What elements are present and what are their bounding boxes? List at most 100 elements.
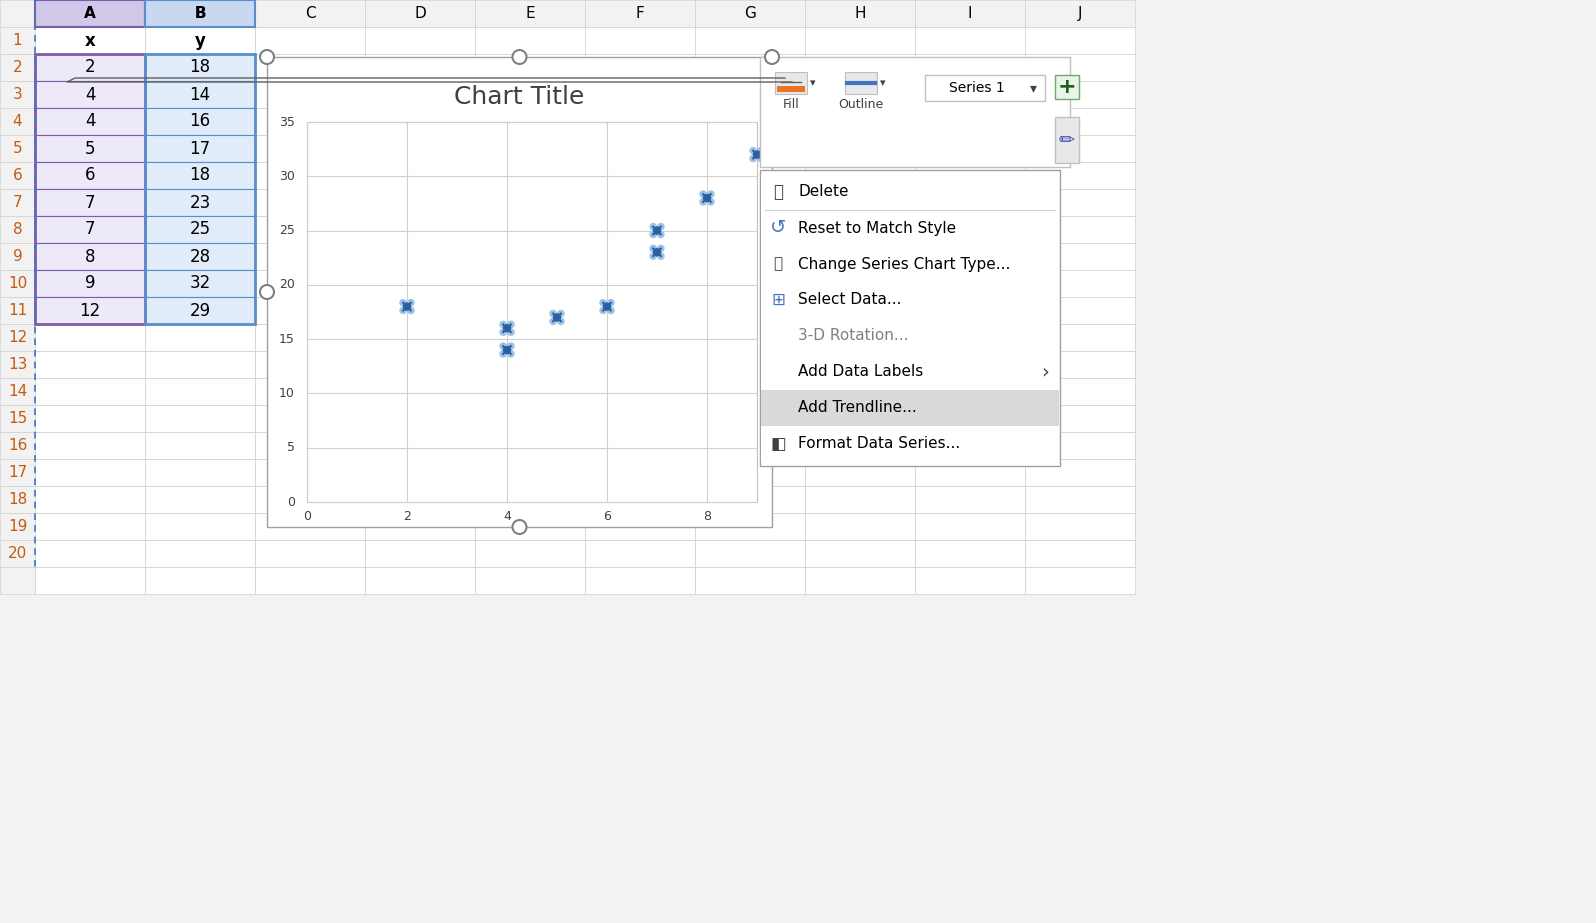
Bar (586, 378, 694, 405)
Bar (804, 0, 915, 27)
Bar (761, 246, 1060, 282)
Bar (915, 432, 1025, 459)
Bar (0, 405, 35, 432)
Bar (915, 378, 1025, 405)
Bar (145, 324, 255, 351)
Bar (35, 162, 145, 189)
Bar (777, 86, 804, 92)
Circle shape (407, 307, 413, 314)
Bar (804, 351, 915, 378)
Bar (915, 540, 1025, 567)
Bar (804, 378, 915, 405)
Text: 28: 28 (190, 247, 211, 266)
Text: 5: 5 (287, 441, 295, 454)
Bar (365, 54, 476, 81)
Bar (915, 459, 1025, 486)
Bar (586, 324, 694, 351)
Bar (476, 486, 586, 513)
Bar (255, 378, 365, 405)
Text: 20: 20 (279, 279, 295, 292)
Circle shape (557, 318, 563, 324)
Bar (761, 318, 1060, 354)
Bar (35, 486, 145, 513)
Circle shape (401, 307, 407, 314)
Text: 15: 15 (279, 332, 295, 345)
Bar (35, 324, 145, 351)
Bar (35, 297, 145, 324)
Text: 0: 0 (303, 510, 311, 523)
Bar (915, 567, 1025, 594)
Text: Delete: Delete (798, 185, 849, 199)
Bar (145, 459, 255, 486)
Circle shape (750, 148, 757, 154)
Bar (365, 324, 476, 351)
Bar (915, 270, 1025, 297)
Bar (35, 27, 145, 54)
Bar (1025, 405, 1135, 432)
Bar (365, 216, 476, 243)
Bar (586, 27, 694, 54)
Circle shape (900, 188, 907, 194)
Bar (35, 108, 145, 135)
Bar (35, 108, 145, 135)
Bar (804, 513, 915, 540)
Bar (804, 432, 915, 459)
Bar (1025, 216, 1135, 243)
Bar (586, 540, 694, 567)
Bar (760, 170, 1060, 466)
Bar (255, 540, 365, 567)
Bar (694, 324, 804, 351)
Bar (35, 540, 145, 567)
Circle shape (701, 191, 707, 198)
Text: 6: 6 (85, 166, 96, 185)
Bar (694, 459, 804, 486)
Bar (145, 432, 255, 459)
Bar (1025, 81, 1135, 108)
Bar (476, 27, 586, 54)
Bar (915, 405, 1025, 432)
Bar (145, 81, 255, 108)
Bar (694, 486, 804, 513)
Text: 7: 7 (85, 221, 96, 238)
Bar (926, 75, 1045, 101)
Text: 4: 4 (85, 113, 96, 130)
Bar (1025, 351, 1135, 378)
Bar (586, 351, 694, 378)
Circle shape (508, 321, 514, 328)
Bar (35, 567, 145, 594)
Text: 3: 3 (13, 87, 22, 102)
Bar (1025, 27, 1135, 54)
Circle shape (653, 227, 661, 234)
Circle shape (658, 223, 664, 230)
Bar (255, 108, 365, 135)
Circle shape (908, 180, 915, 186)
Bar (35, 459, 145, 486)
Bar (586, 297, 694, 324)
Text: 11: 11 (8, 303, 27, 318)
Bar (35, 243, 145, 270)
Bar (0, 54, 35, 81)
Circle shape (650, 223, 656, 230)
Bar (145, 54, 255, 81)
Text: 16: 16 (8, 438, 27, 453)
Bar (694, 243, 804, 270)
Bar (694, 135, 804, 162)
Bar (145, 378, 255, 405)
Circle shape (600, 307, 606, 314)
Bar (915, 54, 1025, 81)
Text: 15: 15 (8, 411, 27, 426)
Bar (694, 351, 804, 378)
Circle shape (764, 50, 779, 64)
Bar (255, 432, 365, 459)
Bar (0, 135, 35, 162)
Bar (0, 567, 35, 594)
Bar (145, 486, 255, 513)
Text: G: G (744, 6, 757, 21)
Bar (476, 81, 586, 108)
Bar (915, 513, 1025, 540)
Bar (145, 54, 255, 324)
Circle shape (650, 232, 656, 237)
Bar (365, 135, 476, 162)
Bar (35, 81, 145, 108)
Bar (145, 162, 255, 189)
